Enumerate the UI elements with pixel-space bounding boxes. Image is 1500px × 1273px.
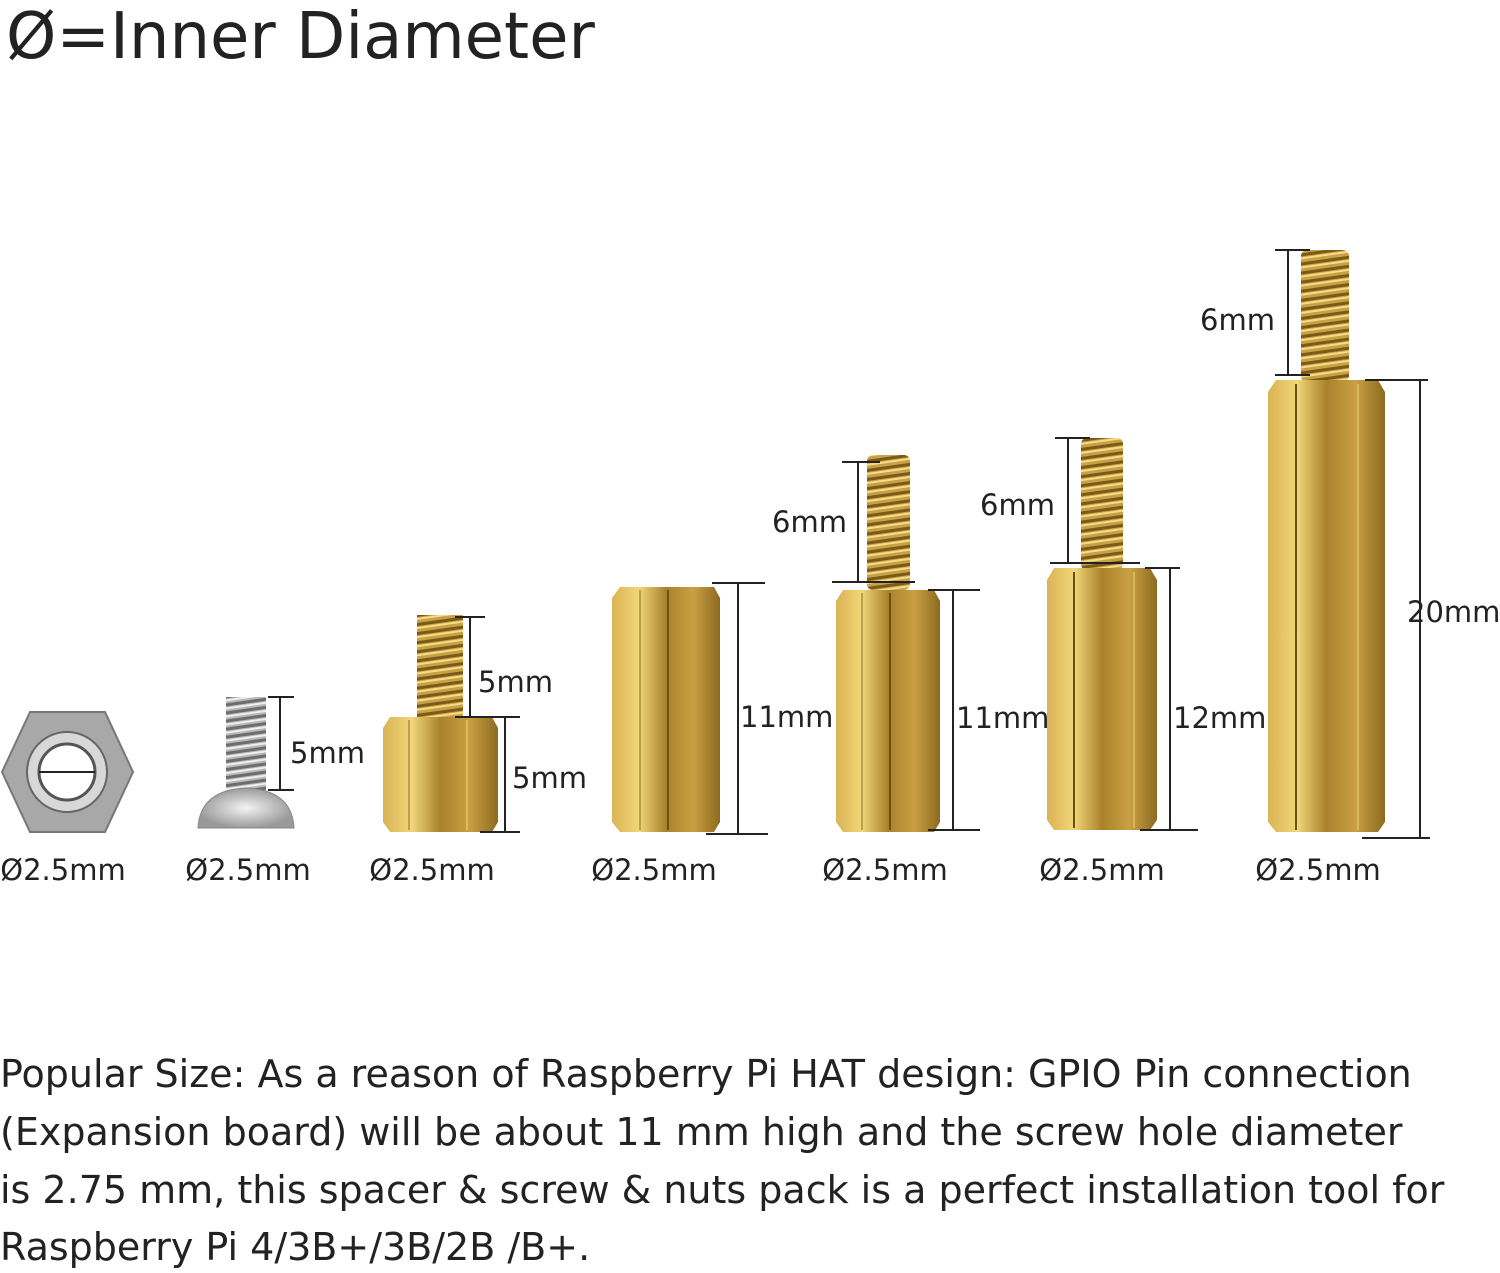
- dimension-line: [832, 461, 980, 831]
- title: Ø=Inner Diameter: [6, 0, 596, 74]
- dimension-label: 6mm: [980, 488, 1055, 522]
- standoff: [383, 615, 498, 832]
- dimension-line: [1275, 249, 1430, 839]
- description-line: is 2.75 mm, this spacer & screw & nuts p…: [0, 1168, 1445, 1212]
- description-line: Popular Size: As a reason of Raspberry P…: [0, 1052, 1412, 1096]
- dimension-line: [455, 616, 520, 833]
- description-line: Raspberry Pi 4/3B+/3B/2B /B+.: [0, 1225, 590, 1269]
- dimension-label: 11mm: [956, 701, 1049, 735]
- standoff: [836, 455, 940, 832]
- diameter-label: Ø2.5mm: [822, 853, 947, 887]
- dimension-label: 11mm: [740, 700, 833, 734]
- dimension-label: 5mm: [512, 761, 587, 795]
- diameter-label: Ø2.5mm: [1039, 853, 1164, 887]
- dimension-line: [1050, 437, 1198, 831]
- dimension-label: 6mm: [772, 505, 847, 539]
- dimension-label: 5mm: [290, 736, 365, 770]
- dimension-label: 12mm: [1173, 701, 1266, 735]
- standoff: [1047, 438, 1157, 830]
- dimension-line: [268, 696, 294, 791]
- diameter-label: Ø2.5mm: [185, 853, 310, 887]
- screw: [197, 697, 295, 829]
- diameter-label: Ø2.5mm: [591, 853, 716, 887]
- diameter-label: Ø2.5mm: [369, 853, 494, 887]
- standoff: [1268, 250, 1385, 832]
- dimension-line: [706, 582, 768, 835]
- dimension-label: 6mm: [1200, 303, 1275, 337]
- standoff: [612, 587, 720, 832]
- dimension-label: 20mm: [1407, 595, 1500, 629]
- nut: [0, 711, 135, 833]
- diameter-label: Ø2.5mm: [0, 853, 125, 887]
- diameter-label: Ø2.5mm: [1255, 853, 1380, 887]
- description-line: (Expansion board) will be about 11 mm hi…: [0, 1110, 1403, 1154]
- dimension-label: 5mm: [478, 665, 553, 699]
